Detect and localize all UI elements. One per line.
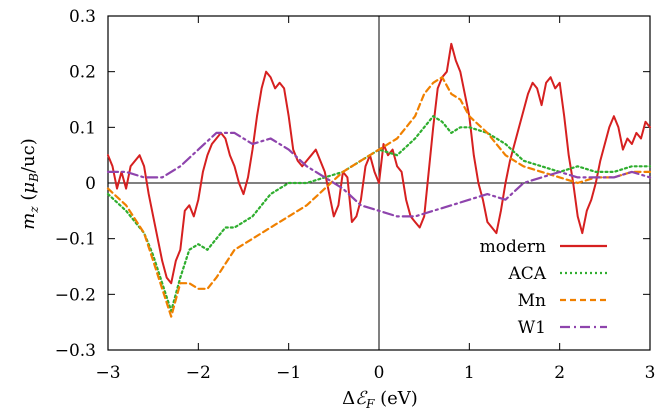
y-tick-label: 0.2 xyxy=(69,63,96,83)
x-tick-label: 3 xyxy=(645,363,656,383)
x-tick-label: −3 xyxy=(95,363,120,383)
y-axis-title: mz (μB/uc) xyxy=(18,138,41,229)
x-tick-label: 1 xyxy=(464,363,475,383)
y-tick-label: −0.1 xyxy=(55,230,96,250)
legend-label: W1 xyxy=(518,318,546,338)
tick-labels: −3 −2 −1 0 1 2 3 −0.3 −0.2 −0.1 0 0.1 0.2 0.3 xyxy=(55,7,656,383)
x-tick-label: 2 xyxy=(554,363,565,383)
axes-layer xyxy=(107,15,651,351)
legend-label: modern xyxy=(480,237,546,257)
x-tick-label: −2 xyxy=(186,363,211,383)
y-tick-label: −0.3 xyxy=(55,341,96,361)
series-line-mn xyxy=(106,76,652,318)
series-layer xyxy=(106,42,652,318)
legend-label: Mn xyxy=(518,291,546,311)
series-line-modern xyxy=(107,42,651,285)
svg-text:mz (μB/uc): mz (μB/uc) xyxy=(18,138,41,229)
legend: modern ACA Mn W1 xyxy=(480,237,607,338)
series-line-w1 xyxy=(106,131,652,218)
y-tick-label: 0.3 xyxy=(69,7,96,27)
x-tick-label: −1 xyxy=(276,363,301,383)
legend-label: ACA xyxy=(507,264,546,284)
y-tick-label: 0 xyxy=(85,174,96,194)
x-axis-title: ΔℰF (eV) xyxy=(342,388,418,411)
svg-text:ΔℰF (eV): ΔℰF (eV) xyxy=(342,388,418,411)
x-tick-label: 0 xyxy=(374,363,385,383)
y-tick-label: 0.1 xyxy=(69,118,96,138)
y-tick-label: −0.2 xyxy=(55,285,96,305)
